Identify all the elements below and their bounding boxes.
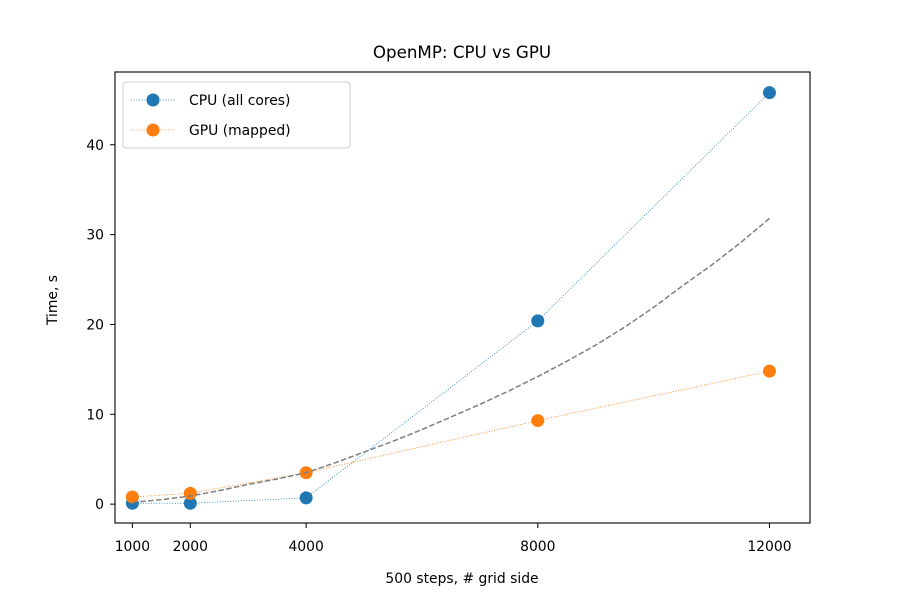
y-tick-label: 0 xyxy=(95,497,104,513)
axes-frame xyxy=(114,71,811,524)
y-tick-label: 10 xyxy=(86,407,104,423)
cpu-data-point xyxy=(299,491,313,505)
gpu-data-point xyxy=(125,490,139,504)
chart-title: OpenMP: CPU vs GPU xyxy=(373,42,551,62)
cpu-data-point xyxy=(762,86,776,100)
gpu-data-point xyxy=(183,486,197,500)
legend-gpu-marker xyxy=(146,123,160,137)
cpu-data-point xyxy=(183,496,197,510)
trend-series-line xyxy=(132,217,770,504)
y-tick-label: 20 xyxy=(86,317,104,333)
legend-gpu-label: GPU (mapped) xyxy=(189,123,291,139)
x-tick-label: 1000 xyxy=(115,539,150,555)
legend-box xyxy=(122,81,351,149)
x-tick-label: 2000 xyxy=(173,539,208,555)
cpu-data-point xyxy=(531,314,545,328)
gpu-data-point xyxy=(531,414,545,428)
plot-area xyxy=(125,86,776,510)
legend-cpu-label: CPU (all cores) xyxy=(189,93,290,109)
axes: 1000 2000 4000 8000 12000 0 10 20 30 40 xyxy=(86,71,811,555)
y-axis-label: Time, s xyxy=(45,275,61,326)
x-tick-label: 4000 xyxy=(288,539,323,555)
x-tick-label: 12000 xyxy=(747,539,791,555)
y-tick-label: 30 xyxy=(86,228,104,244)
x-tick-label: 8000 xyxy=(520,539,555,555)
legend: CPU (all cores) GPU (mapped) xyxy=(122,81,351,149)
y-tick-label: 40 xyxy=(86,138,104,154)
legend-cpu-marker xyxy=(146,93,160,107)
x-axis-label: 500 steps, # grid side xyxy=(385,571,538,587)
gpu-data-point xyxy=(762,364,776,378)
